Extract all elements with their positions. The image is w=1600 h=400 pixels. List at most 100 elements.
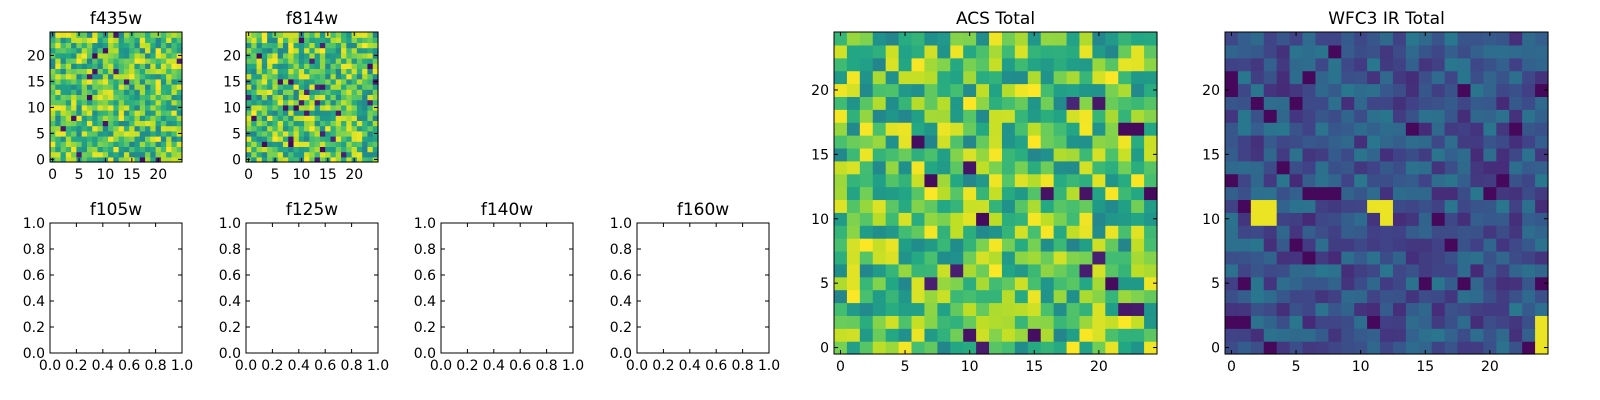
heatmap-cell xyxy=(97,63,104,69)
heatmap-cell xyxy=(1315,199,1329,213)
heatmap-cell xyxy=(1457,135,1472,149)
x-tick-label: 20 xyxy=(345,167,363,183)
heatmap-cell xyxy=(1380,238,1394,252)
heatmap-cell xyxy=(314,68,321,75)
heatmap-cell xyxy=(267,32,273,38)
heatmap-cell xyxy=(989,109,1003,123)
heatmap-cell xyxy=(267,89,273,95)
heatmap-cell xyxy=(1092,122,1106,136)
heatmap-cell xyxy=(1496,289,1510,304)
heatmap-cell xyxy=(859,186,874,201)
heatmap-cell xyxy=(989,96,1003,110)
heatmap-cell xyxy=(150,115,157,121)
heatmap-cell xyxy=(325,94,332,101)
heatmap-cell xyxy=(282,32,289,38)
heatmap-cell xyxy=(1014,96,1029,110)
heatmap-cell xyxy=(272,58,279,64)
heatmap-cell xyxy=(71,99,77,106)
heatmap-cell xyxy=(356,52,363,59)
heatmap-cell xyxy=(251,63,258,69)
heatmap-cell xyxy=(1444,96,1459,110)
heatmap-cell xyxy=(335,110,342,116)
heatmap-cell xyxy=(1418,147,1433,162)
heatmap-cell xyxy=(314,115,321,121)
heatmap-cell xyxy=(937,225,951,239)
heatmap-cell xyxy=(293,141,300,147)
heatmap-cell xyxy=(1405,199,1420,213)
heatmap-cell xyxy=(1315,57,1329,72)
heatmap-cell xyxy=(55,42,62,49)
heatmap-cell xyxy=(1315,263,1329,278)
heatmap-cell xyxy=(293,104,300,111)
heatmap-cell xyxy=(1483,173,1497,188)
heatmap-cell xyxy=(108,156,114,163)
heatmap-cell xyxy=(950,238,964,252)
heatmap-cell xyxy=(1367,83,1381,97)
heatmap-cell xyxy=(1392,238,1407,252)
heatmap-cell xyxy=(1237,122,1252,136)
heatmap-cell xyxy=(102,104,109,111)
heatmap-cell xyxy=(325,37,332,43)
heatmap-cell xyxy=(1001,70,1016,85)
heatmap-cell xyxy=(1496,225,1510,239)
heatmap-cell xyxy=(118,42,125,49)
heatmap-cell xyxy=(86,115,93,121)
heatmap-cell xyxy=(55,156,62,163)
heatmap-cell xyxy=(171,63,178,69)
heatmap-cell xyxy=(1367,250,1381,265)
heatmap-cell xyxy=(76,89,83,95)
heatmap-cell xyxy=(118,78,125,85)
heatmap-cell xyxy=(1405,263,1420,278)
heatmap-cell xyxy=(872,225,887,239)
heatmap-cell xyxy=(325,141,332,147)
heatmap-cell xyxy=(362,115,369,121)
heatmap-cell xyxy=(155,63,162,69)
heatmap-cell xyxy=(1040,147,1055,162)
heatmap-cell xyxy=(97,110,104,116)
heatmap-cell xyxy=(92,78,99,85)
heatmap-cell xyxy=(1040,238,1055,252)
heatmap-cell xyxy=(1457,122,1472,136)
heatmap-cell xyxy=(1263,186,1278,201)
heatmap-cell xyxy=(859,44,874,59)
heatmap-cell xyxy=(1289,341,1304,355)
heatmap-cell xyxy=(950,160,964,175)
heatmap-cell xyxy=(1144,122,1158,136)
heatmap-cell xyxy=(885,276,900,291)
heatmap-cell xyxy=(102,42,109,49)
x-tick-label: 0.8 xyxy=(340,358,362,374)
heatmap-cell xyxy=(1289,250,1304,265)
heatmap-cell xyxy=(129,73,136,80)
heatmap-cell xyxy=(1027,147,1042,162)
heatmap-cell xyxy=(1354,70,1368,85)
heatmap-cell xyxy=(155,89,162,95)
heatmap-cell xyxy=(267,156,273,163)
heatmap-cell xyxy=(155,136,162,142)
heatmap-cell xyxy=(872,238,887,252)
heatmap-cell xyxy=(1144,341,1158,355)
heatmap-cell xyxy=(1483,83,1497,97)
heatmap-cell xyxy=(319,89,326,95)
heatmap-cell xyxy=(1457,263,1472,278)
heatmap-cell xyxy=(1079,238,1093,252)
heatmap-cell xyxy=(341,78,347,85)
heatmap-cell xyxy=(1014,225,1029,239)
heatmap-cell xyxy=(293,136,300,142)
heatmap-cell xyxy=(351,104,358,111)
heatmap-cell xyxy=(1027,341,1042,355)
x-tick-label: 0.8 xyxy=(144,358,166,374)
heatmap-cell xyxy=(1263,238,1278,252)
heatmap-cell xyxy=(1470,160,1484,175)
heatmap-cell xyxy=(963,250,977,265)
heatmap-cell xyxy=(1315,186,1329,201)
heatmap-cell xyxy=(1105,341,1119,355)
heatmap-cell xyxy=(1328,199,1342,213)
heatmap-cell xyxy=(76,84,83,90)
heatmap-cell xyxy=(50,120,56,127)
heatmap-cell xyxy=(50,136,56,142)
heatmap-cell xyxy=(171,151,178,158)
heatmap-cell xyxy=(55,141,62,147)
heatmap-cell xyxy=(1092,238,1106,252)
heatmap-cell xyxy=(1144,199,1158,213)
